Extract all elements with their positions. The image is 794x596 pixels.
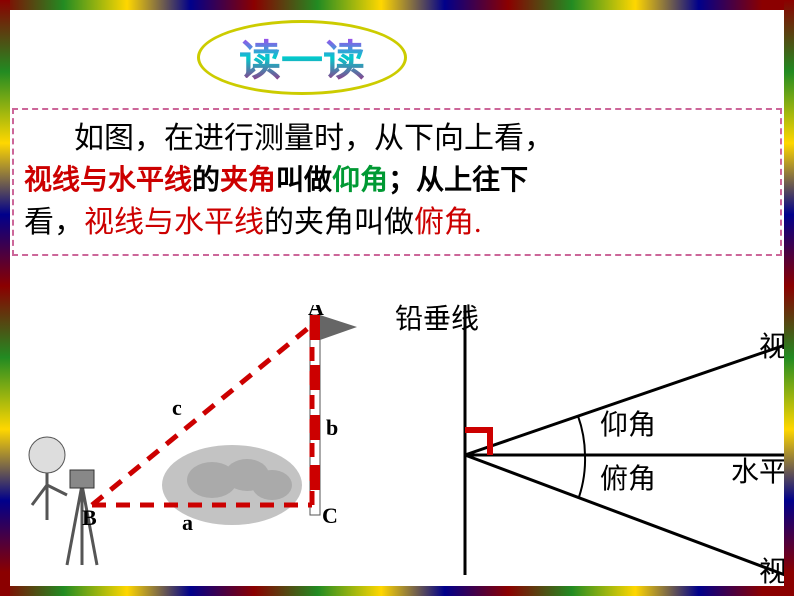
label-b: b (326, 415, 338, 440)
label-A: A (308, 305, 324, 320)
vertical-line-label: 铅垂线 (395, 297, 479, 337)
text-sight-horizon: 视线与水平线 (24, 165, 192, 196)
text-de-1: 的 (192, 165, 220, 196)
decorative-border-right (784, 0, 794, 596)
right-angle-figure: 铅垂线 视 视 水平 仰角 俯角 (385, 295, 785, 585)
decorative-border-left (0, 0, 10, 596)
label-c: c (172, 395, 182, 420)
decorative-border-top (0, 0, 794, 10)
paragraph-line-2: 视线与水平线的夹角叫做仰角；从上往下 (24, 160, 770, 202)
label-C: C (322, 503, 338, 528)
paragraph-line-3: 看，视线与水平线的夹角叫做俯角. (24, 202, 770, 244)
text-depression: 俯角 (414, 206, 474, 239)
paragraph-line-1: 如图，在进行测量时，从下向上看， (74, 118, 770, 160)
label-B: B (82, 505, 97, 530)
text-called-1: 叫做 (276, 165, 332, 196)
title-text: 读一读 (239, 27, 365, 88)
text-look: 看， (24, 206, 84, 239)
text-elevation: 仰角 (332, 165, 388, 196)
angle-diagram-svg (385, 295, 785, 585)
text-from-top: ；从上往下 (388, 165, 528, 196)
sight-line-label-top: 视 (759, 325, 787, 365)
text-sight-horizon-2: 视线与水平线 (84, 206, 264, 239)
depression-angle-label: 俯角 (600, 457, 656, 497)
title-oval: 读一读 (197, 20, 407, 95)
horizon-line-label: 水平 (731, 450, 787, 490)
explanation-box: 如图，在进行测量时，从下向上看， 视线与水平线的夹角叫做仰角；从上往下 看，视线… (12, 108, 782, 256)
left-surveying-figure: A B C a b c (12, 305, 372, 585)
surveying-svg: A B C a b c (12, 305, 372, 585)
text-angle-called: 的夹角叫做 (264, 206, 414, 239)
elevation-angle-label: 仰角 (600, 403, 656, 443)
text-period: . (474, 206, 482, 239)
text-angle: 夹角 (220, 165, 276, 196)
sight-line-label-bottom: 视 (759, 550, 787, 590)
decorative-border-bottom (0, 586, 794, 596)
label-a: a (182, 510, 193, 535)
